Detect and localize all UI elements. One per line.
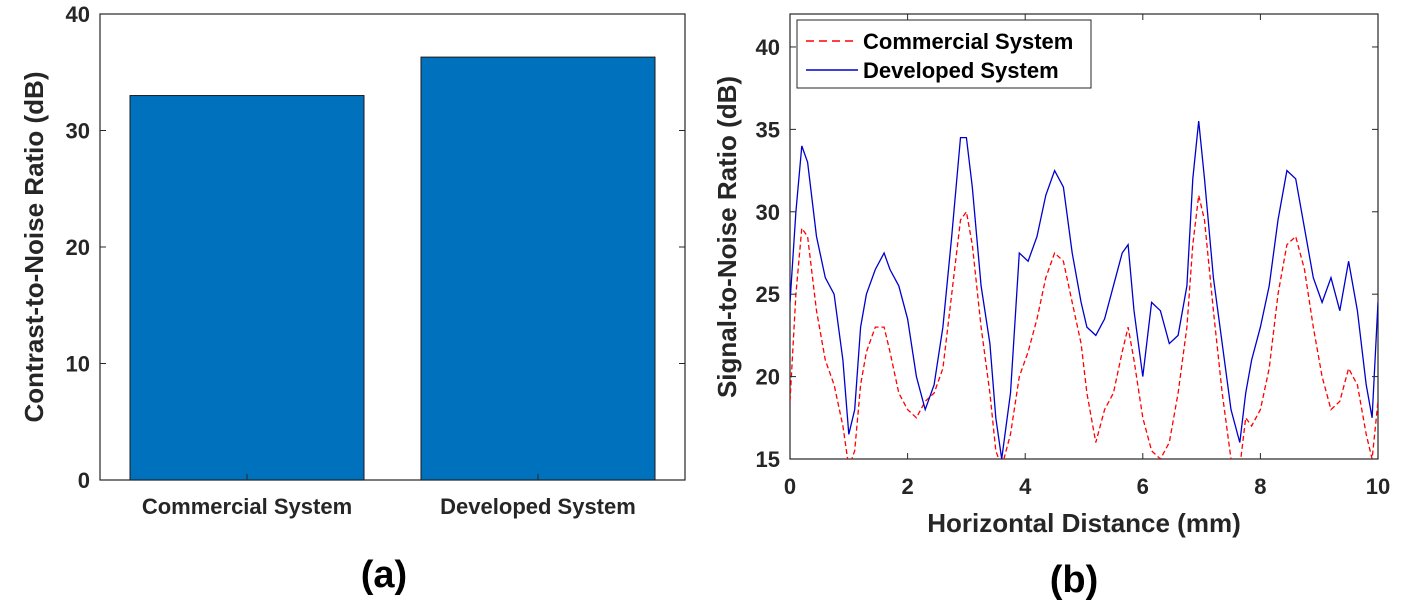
line-x-tick-label: 6: [1137, 474, 1149, 499]
bar-y-tick-label: 0: [78, 468, 90, 493]
bar-y-axis-label: Contrast-to-Noise Ratio (dB): [19, 72, 49, 423]
panel-label-b: (b): [1050, 559, 1099, 601]
line-x-tick-label: 0: [784, 474, 796, 499]
series-line-developed-system: [790, 121, 1378, 459]
bar-y-tick-label: 40: [66, 2, 90, 27]
bar-x-tick-label: Commercial System: [142, 494, 352, 519]
line-x-tick-label: 4: [1019, 474, 1032, 499]
line-y-tick-label: 20: [756, 365, 780, 390]
bar-y-tick-label: 30: [66, 119, 90, 144]
bar-commercial-system: [129, 95, 365, 481]
line-y-tick-label: 40: [756, 35, 780, 60]
bar-x-tick-label: Developed System: [440, 494, 636, 519]
line-y-tick-label: 25: [756, 282, 780, 307]
line-y-tick-label: 30: [756, 200, 780, 225]
line-x-axis-label: Horizontal Distance (mm): [927, 508, 1241, 538]
bar-chart-panel: 0 10 20 30 40 Commercial System Developed Sys…: [19, 2, 686, 596]
bar-y-tick-label: 10: [66, 352, 90, 377]
line-x-tick-label: 8: [1254, 474, 1266, 499]
series-line-commercial-system: [790, 195, 1378, 459]
line-chart-panel: 15 20 25 30 35 40 0 2 4 6 8 10 Horizontal Distance…: [712, 13, 1390, 601]
bar-y-tick-label: 20: [66, 235, 90, 260]
bar-developed-system: [420, 56, 656, 481]
line-y-axis-label: Signal-to-Noise Ratio (dB): [712, 76, 742, 398]
legend-box: [796, 19, 1092, 89]
line-x-tick-label: 2: [901, 474, 913, 499]
legend: Commercial System Developed System: [796, 19, 1092, 89]
line-x-tick-label: 10: [1366, 474, 1390, 499]
panel-label-a: (a): [361, 554, 407, 596]
line-y-tick-label: 15: [756, 447, 780, 472]
legend-label-commercial: Commercial System: [863, 29, 1073, 54]
legend-label-developed: Developed System: [863, 58, 1059, 83]
line-y-tick-label: 35: [756, 117, 780, 142]
